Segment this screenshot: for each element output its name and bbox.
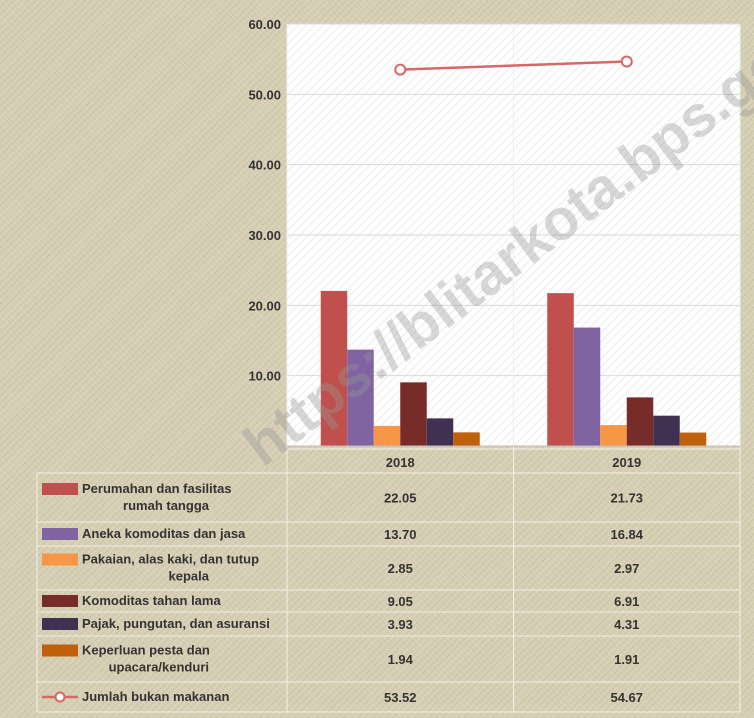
legend-label: Keperluan pesta dan [82, 643, 210, 658]
data-label: 9.05 [388, 594, 413, 609]
legend-label: Pajak, pungutan, dan asuransi [82, 616, 270, 631]
bar [347, 349, 374, 446]
legend-label: Komoditas tahan lama [82, 593, 221, 608]
data-label: 53.52 [384, 690, 417, 705]
legend-key [42, 618, 78, 630]
bar [373, 425, 401, 446]
legend-key [42, 644, 78, 657]
line-point [620, 55, 633, 68]
y-tick-label: 30.00 [248, 228, 281, 243]
data-label: 16.84 [610, 527, 643, 542]
data-label: 2.97 [614, 561, 639, 576]
bar [573, 327, 601, 446]
data-label: 21.73 [610, 491, 643, 506]
legend-key [42, 553, 78, 566]
data-label: 6.91 [614, 594, 639, 609]
bar [626, 397, 654, 446]
y-tick-label: 20.00 [248, 298, 281, 313]
legend-label: Jumlah bukan makanan [82, 689, 229, 704]
category-label: 2018 [386, 455, 415, 470]
bar [453, 432, 480, 446]
category-label: 2019 [612, 455, 641, 470]
legend-label: upacara/kenduri [109, 660, 209, 675]
bar [426, 418, 454, 446]
legend-key [42, 595, 78, 607]
bar [600, 425, 627, 446]
legend-label: Perumahan dan fasilitas [82, 481, 232, 496]
data-label: 1.91 [614, 652, 639, 667]
y-tick-label: 40.00 [248, 158, 281, 173]
data-label: 4.31 [614, 617, 639, 632]
legend-key [42, 528, 78, 540]
data-label: 22.05 [384, 491, 417, 506]
bar [400, 382, 427, 446]
legend-label: Aneka komoditas dan jasa [82, 526, 246, 541]
y-tick-label: 10.00 [248, 369, 281, 384]
data-label: 3.93 [388, 617, 413, 632]
legend-label: rumah tangga [123, 498, 210, 513]
bar [320, 290, 348, 446]
legend-key-marker [54, 691, 66, 703]
data-label: 2.85 [388, 561, 413, 576]
bar [679, 432, 707, 446]
y-tick-label: 50.00 [248, 87, 281, 102]
data-label: 54.67 [610, 690, 643, 705]
legend-key [42, 483, 78, 495]
data-label: 1.94 [388, 652, 414, 667]
line-point [394, 63, 407, 76]
bar [653, 415, 680, 446]
data-label: 13.70 [384, 527, 417, 542]
legend-label: Pakaian, alas kaki, dan tutup [82, 552, 259, 567]
legend-label: kepala [169, 569, 210, 584]
series-line [400, 60, 627, 71]
bar [547, 293, 574, 446]
y-tick-label: 60.00 [248, 17, 281, 32]
